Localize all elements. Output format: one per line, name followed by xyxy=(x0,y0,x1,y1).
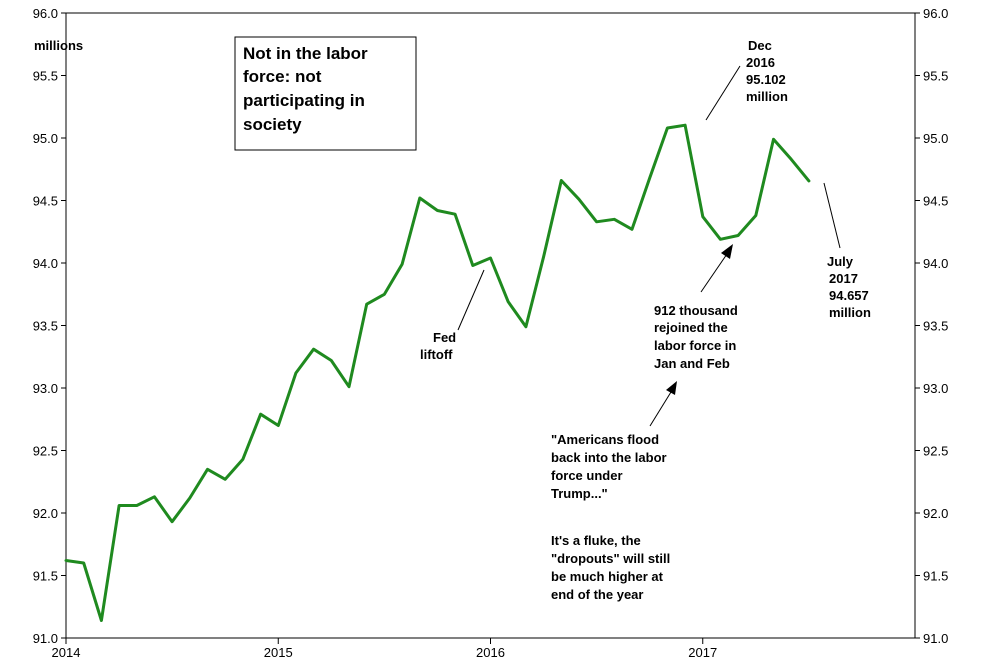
annotation-arrows xyxy=(457,65,841,427)
y-tick-label-right: 92.0 xyxy=(923,506,948,521)
july2017-line-1: July xyxy=(827,254,854,269)
annotation-rejoined: 912 thousand rejoined the labor force in… xyxy=(654,303,738,371)
title-line-1: Not in the labor xyxy=(243,44,368,63)
y-tick-label-right: 95.0 xyxy=(923,131,948,146)
july2017-line-4: million xyxy=(829,305,871,320)
dec2016-pointer-line xyxy=(705,65,741,121)
quote-line-1: "Americans flood xyxy=(551,432,659,447)
y-tick-label-left: 95.0 xyxy=(33,131,58,146)
y-tick-label-left: 94.5 xyxy=(33,194,58,209)
y-tick-label-right: 96.0 xyxy=(923,6,948,21)
x-tick-label: 2017 xyxy=(688,645,717,660)
y-tick-label-right: 92.5 xyxy=(923,444,948,459)
x-tick-label: 2015 xyxy=(264,645,293,660)
y-tick-label-right: 94.0 xyxy=(923,256,948,271)
dec2016-line-2: 2016 xyxy=(746,55,775,70)
y-axis-unit-label: millions xyxy=(34,38,83,53)
plot-area-frame xyxy=(65,12,916,639)
rejoined-line-1: 912 thousand xyxy=(654,303,738,318)
y-tick-label-left: 94.0 xyxy=(33,256,58,271)
july2017-line-2: 2017 xyxy=(829,271,858,286)
rejoined-line-3: labor force in xyxy=(654,338,736,353)
dec2016-line-3: 95.102 xyxy=(746,72,786,87)
y-tick-label-left: 93.5 xyxy=(33,319,58,334)
annotation-fed-liftoff: Fed liftoff xyxy=(420,330,456,362)
rejoined-arrow-line xyxy=(700,253,728,293)
y-tick-label-left: 92.5 xyxy=(33,444,58,459)
quote-line-8: be much higher at xyxy=(551,569,664,584)
axis-ticks: 91.0 91.0 91.5 91.5 92.0 92.0 92.5 92.5 93.0 93.0… xyxy=(33,6,949,660)
quote-line-7: "dropouts" will still xyxy=(551,551,670,566)
fed-pointer-line xyxy=(457,269,485,331)
y-tick-label-left: 93.0 xyxy=(33,381,58,396)
rejoined-arrow-head xyxy=(721,244,733,259)
rejoined-line-2: rejoined the xyxy=(654,320,728,335)
y-tick-label-left: 96.0 xyxy=(33,6,58,21)
quote-line-4: Trump..." xyxy=(551,486,608,501)
y-tick-label-right: 95.5 xyxy=(923,69,948,84)
july2017-pointer-line xyxy=(823,182,841,249)
title-box: Not in the labor force: not participatin… xyxy=(234,36,417,151)
y-tick-label-right: 93.5 xyxy=(923,319,948,334)
series-line xyxy=(64,123,811,622)
quote-arrow-line xyxy=(649,391,672,427)
title-line-4: society xyxy=(243,115,302,134)
x-tick-label: 2016 xyxy=(476,645,505,660)
y-tick-label-right: 91.0 xyxy=(923,631,948,646)
fed-label-line-1: Fed xyxy=(433,330,456,345)
quote-line-2: back into the labor xyxy=(551,450,667,465)
quote-line-3: force under xyxy=(551,468,623,483)
y-tick-label-right: 91.5 xyxy=(923,569,948,584)
y-tick-label-left: 95.5 xyxy=(33,69,58,84)
title-line-3: participating in xyxy=(243,91,365,110)
dec2016-line-1: Dec xyxy=(748,38,772,53)
title-box-frame xyxy=(234,36,417,151)
quote-line-6: It's a fluke, the xyxy=(551,533,641,548)
annotation-july-2017: July 2017 94.657 million xyxy=(827,254,871,320)
rejoined-line-4: Jan and Feb xyxy=(654,356,730,371)
quote-arrow-head xyxy=(666,381,677,395)
title-line-2: force: not xyxy=(243,67,322,86)
y-tick-label-left: 91.5 xyxy=(33,569,58,584)
y-tick-label-right: 93.0 xyxy=(923,381,948,396)
annotation-quote: "Americans flood back into the labor for… xyxy=(551,432,670,602)
y-tick-label-left: 92.0 xyxy=(33,506,58,521)
quote-line-9: end of the year xyxy=(551,587,643,602)
y-tick-label-left: 91.0 xyxy=(33,631,58,646)
x-tick-label: 2014 xyxy=(52,645,81,660)
dec2016-line-4: million xyxy=(746,89,788,104)
fed-label-line-2: liftoff xyxy=(420,347,453,362)
series-layer xyxy=(64,123,811,622)
annotation-dec-2016: Dec 2016 95.102 million xyxy=(746,38,788,104)
y-tick-label-right: 94.5 xyxy=(923,194,948,209)
july2017-line-3: 94.657 xyxy=(829,288,869,303)
